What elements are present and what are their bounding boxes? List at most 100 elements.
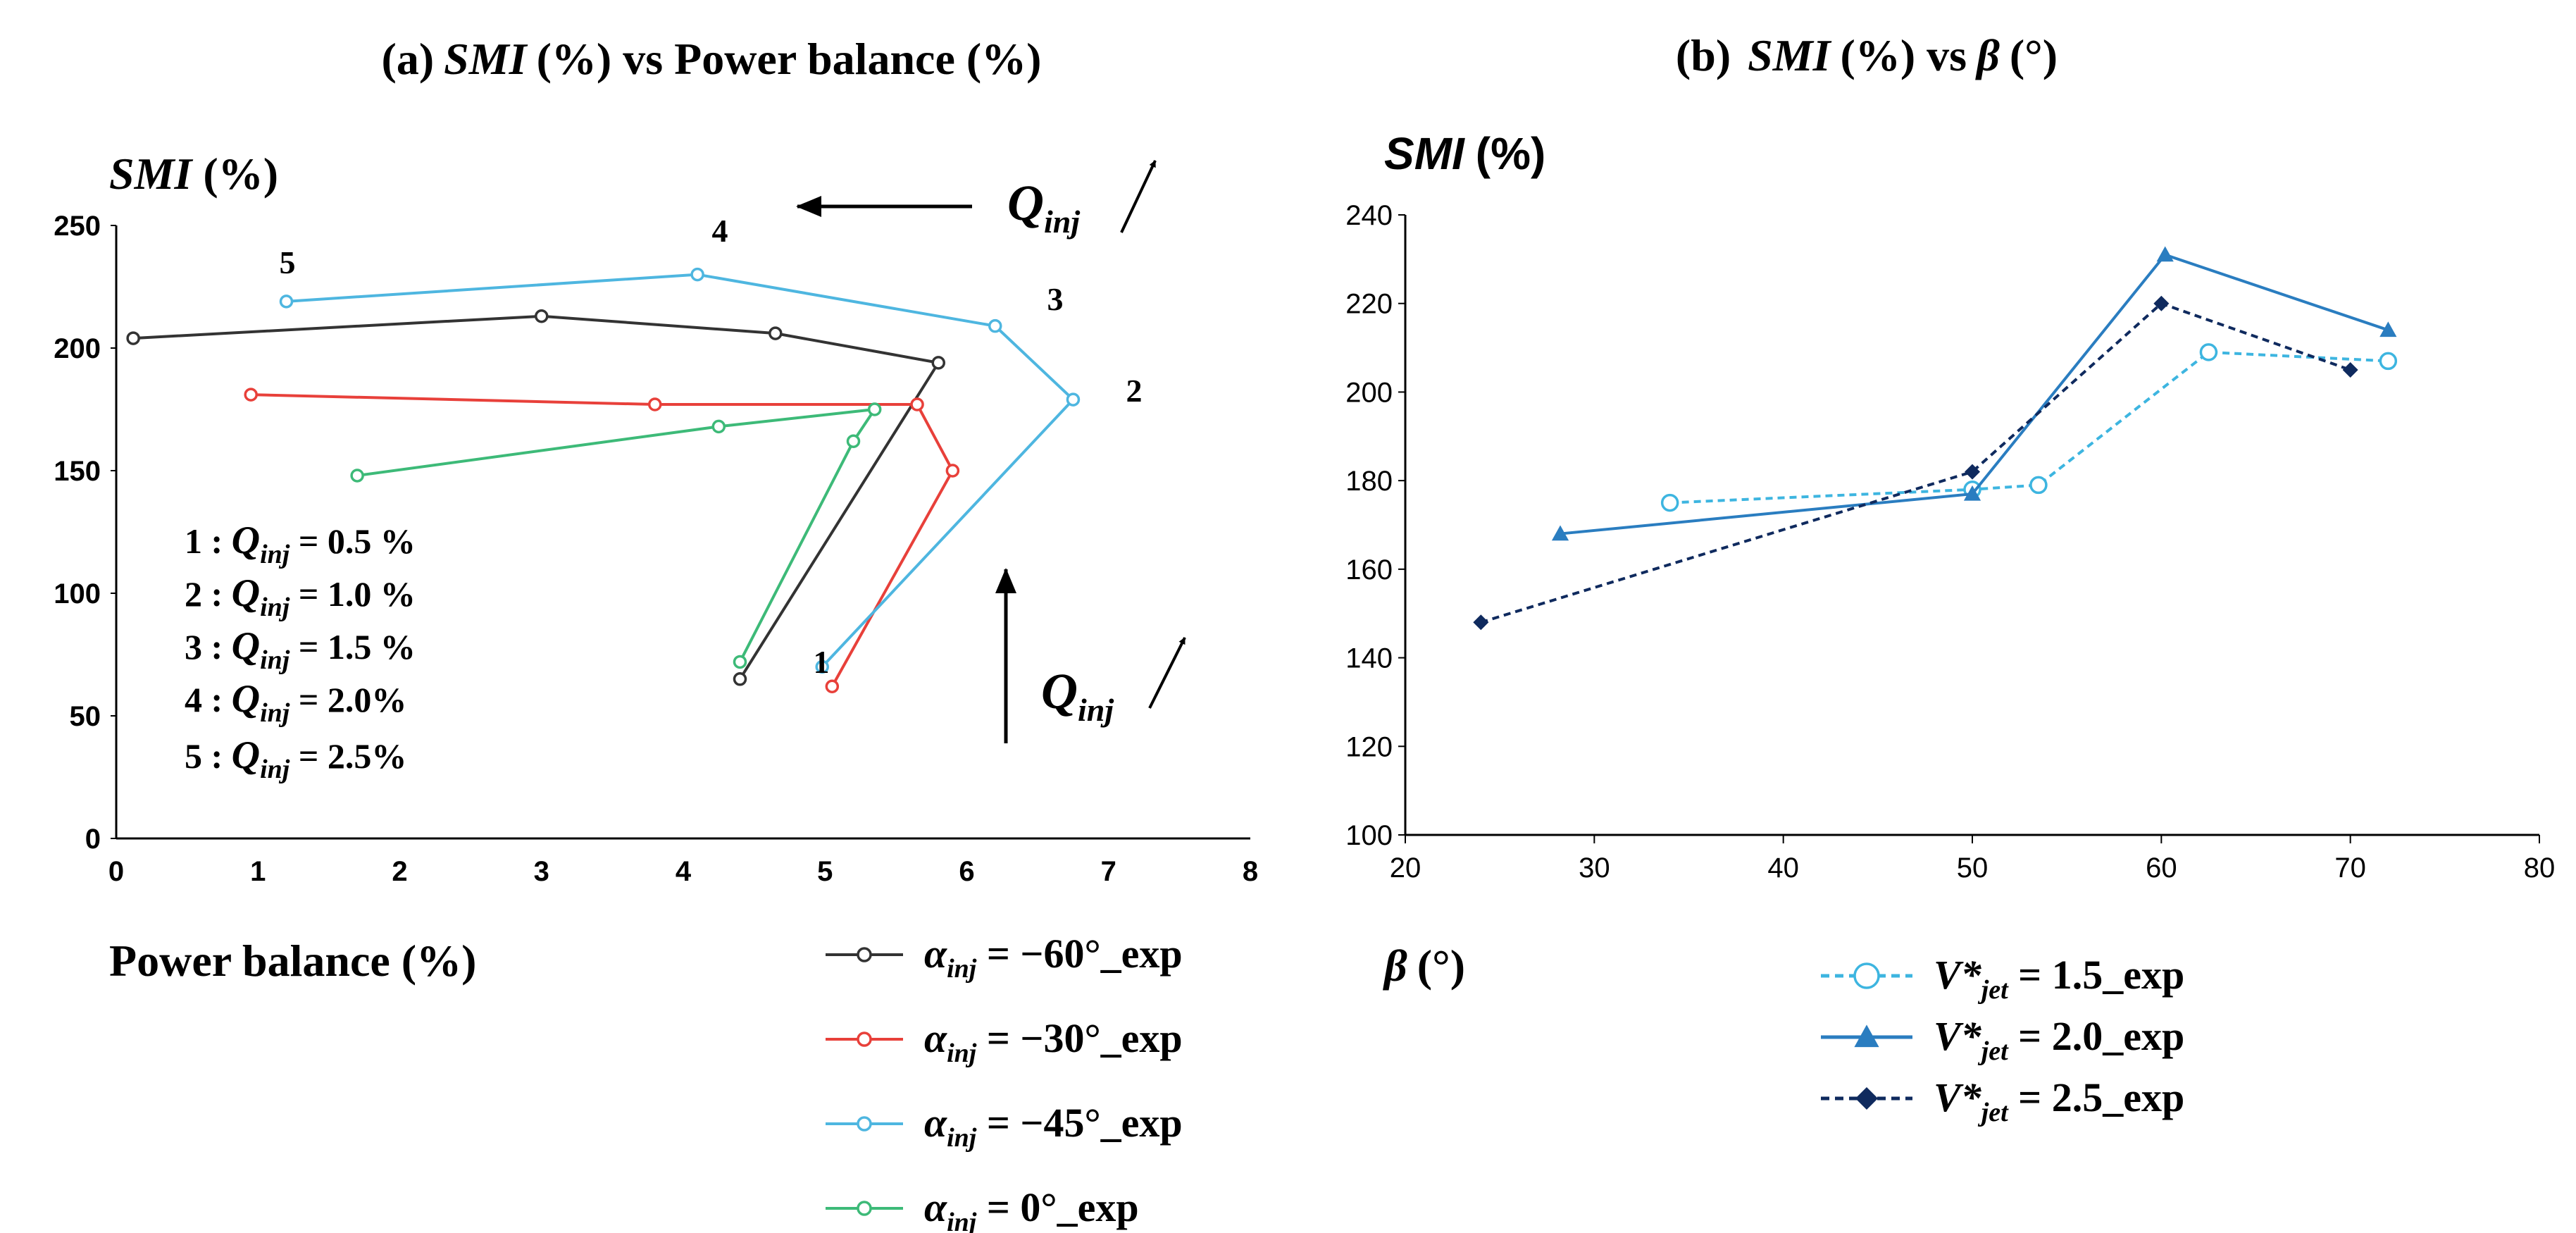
series-path — [356, 407, 878, 663]
data-point — [1853, 962, 1880, 989]
series-line — [126, 309, 945, 686]
legend-entry: αinj = −45°_exp — [826, 1100, 1183, 1153]
x-tick-label: 80 — [2524, 853, 2556, 884]
panel-b-series — [1473, 246, 2398, 631]
legend-swatch-marker — [857, 1201, 872, 1216]
panel-b-title: (b) SMI (%) vs β (°) — [1676, 30, 2058, 80]
data-point — [846, 434, 861, 448]
panel-a-series — [126, 267, 1081, 693]
legend-label: αinj = −60°_exp — [924, 931, 1183, 984]
x-tick-label: 50 — [1957, 853, 1989, 884]
y-tick-label: 180 — [1345, 466, 1393, 497]
legend-entry: V*jet = 1.5_exp — [1821, 952, 2184, 1005]
x-tick-label: 70 — [2334, 853, 2366, 884]
y-tick-label: 50 — [70, 701, 101, 732]
data-point — [988, 318, 1002, 333]
x-tick-label: 5 — [817, 856, 833, 887]
data-point — [1963, 485, 1981, 501]
y-tick-label: 150 — [54, 456, 101, 487]
data-point — [2153, 295, 2170, 311]
qinj-key-line-1: 1 : Qinj = 0.5 % — [185, 519, 416, 569]
legend-entry: αinj = −60°_exp — [826, 931, 1183, 984]
panel-b-ylabel: SMI (%) — [1384, 128, 1545, 179]
x-tick-label: 2 — [392, 856, 407, 887]
data-point — [648, 397, 662, 411]
point-index-labels: 5 4 3 2 1 — [280, 213, 1143, 680]
y-tick-label: 100 — [1345, 820, 1393, 851]
data-point — [2342, 362, 2358, 378]
x-tick-label: 1 — [250, 856, 266, 887]
panel-a-title: (a) SMI (%) vs Power balance (%) — [382, 34, 1042, 84]
y-tick-label: 160 — [1345, 554, 1393, 585]
data-point — [2156, 246, 2174, 262]
panel-b-legend: V*jet = 1.5_exp V*jet = 2.0_exp V*jet = 2.… — [1821, 952, 2184, 1127]
qinj-key-line-3: 3 : Qinj = 1.5 % — [185, 624, 416, 675]
y-tick-label: 200 — [1345, 377, 1393, 408]
y-tick-label: 200 — [54, 333, 101, 364]
legend-label: αinj = 0°_exp — [924, 1184, 1139, 1233]
y-tick-label: 250 — [54, 211, 101, 242]
qinj-key: 1 : Qinj = 0.5 % 2 : Qinj = 1.0 % 3 : Qi… — [185, 519, 416, 784]
data-point — [769, 326, 783, 340]
data-point — [2379, 321, 2397, 337]
y-tick-label: 100 — [54, 578, 101, 609]
point-label-4: 4 — [712, 213, 728, 249]
series-line — [1660, 343, 2398, 512]
data-point — [2029, 476, 2048, 495]
legend-swatch-marker — [857, 1031, 872, 1047]
panel-b-xlabel: β (°) — [1383, 941, 1465, 991]
y-tick-label: 0 — [85, 824, 101, 855]
panel-a-ylabel: SMI (%) — [109, 149, 278, 199]
series-path — [1669, 350, 2389, 504]
data-point — [126, 331, 140, 345]
increase-arrow-top — [1120, 160, 1157, 233]
data-point — [350, 469, 364, 483]
qinj-key-line-4: 4 : Qinj = 2.0% — [185, 677, 406, 728]
panel-a: (a) SMI (%) vs Power balance (%) SMI (%) 0 5… — [54, 34, 1258, 1233]
panel-a-xlabel: Power balance (%) — [109, 936, 476, 986]
point-label-1: 1 — [814, 644, 830, 680]
data-point — [867, 402, 882, 416]
data-point — [279, 295, 294, 309]
qinj-key-line-5: 5 : Qinj = 2.5% — [185, 733, 406, 784]
point-label-2: 2 — [1126, 373, 1143, 409]
x-tick-label: 6 — [959, 856, 974, 887]
data-point — [1551, 525, 1569, 541]
series-line — [244, 388, 960, 693]
increase-arrow-bottom — [1148, 637, 1186, 709]
data-point — [2199, 343, 2218, 361]
data-point — [931, 356, 945, 370]
legend-label: αinj = −30°_exp — [924, 1015, 1183, 1068]
x-tick-label: 7 — [1101, 856, 1116, 887]
qinj-arrow-left: Qinj — [796, 160, 1157, 240]
legend-entry: αinj = −30°_exp — [826, 1015, 1183, 1068]
data-point — [1473, 614, 1489, 631]
data-point — [535, 309, 549, 323]
panel-b: (b) SMI (%) vs β (°) SMI (%) 100 120 140 160 180 2… — [1345, 30, 2555, 1127]
qinj-arrow-up: Qinj — [995, 568, 1186, 743]
y-tick-label: 120 — [1345, 731, 1393, 762]
y-tick-label: 140 — [1345, 643, 1393, 674]
data-point — [1066, 392, 1081, 407]
qinj-label-bottom: Qinj — [1041, 663, 1114, 728]
data-point — [910, 397, 924, 411]
data-point — [825, 679, 840, 693]
x-tick-label: 60 — [2146, 853, 2177, 884]
series-line — [1551, 246, 2397, 541]
legend-label: V*jet = 2.0_exp — [1934, 1013, 2184, 1066]
legend-label: αinj = −45°_exp — [924, 1100, 1183, 1153]
y-tick-label: 240 — [1345, 200, 1393, 231]
data-point — [945, 464, 960, 478]
x-tick-label: 8 — [1243, 856, 1258, 887]
series-path — [1560, 253, 2389, 535]
panel-a-legend: αinj = −60°_exp αinj = −30°_exp αinj = −45… — [826, 931, 1183, 1233]
x-tick-label: 0 — [108, 856, 124, 887]
data-point — [244, 388, 258, 402]
legend-entry: V*jet = 2.0_exp — [1821, 1013, 2184, 1066]
legend-label: V*jet = 2.5_exp — [1934, 1074, 2184, 1127]
series-line — [1473, 295, 2358, 631]
legend-entry: αinj = 0°_exp — [826, 1184, 1139, 1233]
x-tick-label: 4 — [676, 856, 692, 887]
data-point — [1660, 493, 1679, 512]
x-tick-label: 30 — [1579, 853, 1610, 884]
